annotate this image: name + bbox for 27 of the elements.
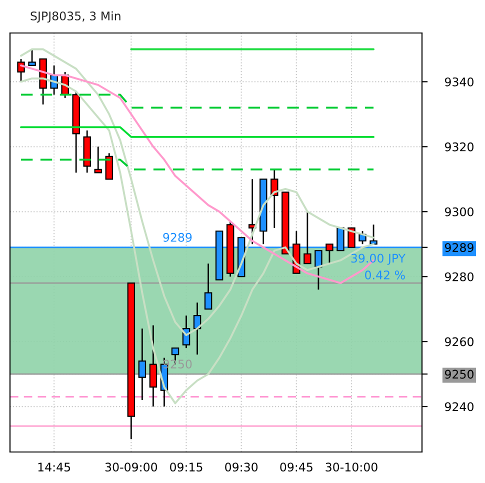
candlestick: [94, 146, 102, 174]
x-tick-label: 30-10:00: [326, 462, 378, 472]
y-tick-label: 9340: [444, 77, 474, 86]
y-tick-label: 9280: [444, 272, 474, 282]
y-tick-label: 9320: [444, 142, 474, 152]
chart-title: SJPJ8035, 3 Min: [30, 11, 120, 23]
y-tick-label: 9289: [444, 243, 474, 252]
x-tick-label: 14:45: [38, 462, 70, 472]
candlestick: [348, 227, 356, 248]
candlestick: [304, 210, 312, 264]
y-tick-label: 9260: [444, 337, 474, 346]
y-tick-label: 9250: [444, 370, 474, 379]
x-tick-label: 09:30: [225, 462, 258, 472]
candlestick: [204, 262, 212, 310]
y-tick-label: 9240: [444, 402, 474, 412]
candlestick: [326, 243, 334, 264]
candlestick: [314, 250, 322, 290]
candlestick: [138, 328, 146, 401]
annotation: 39.00 JPY: [351, 254, 406, 265]
x-tick-label: 30-09:00: [105, 462, 158, 472]
candlestick: [149, 324, 158, 408]
x-tick-label: 09:15: [170, 462, 202, 472]
y-tick-label: 9300: [444, 207, 474, 216]
annotation: 0.42 %: [365, 270, 405, 280]
x-tick-label: 09:45: [280, 462, 312, 472]
ref-line-label: 9289: [163, 232, 192, 242]
candlestick: [28, 48, 36, 66]
